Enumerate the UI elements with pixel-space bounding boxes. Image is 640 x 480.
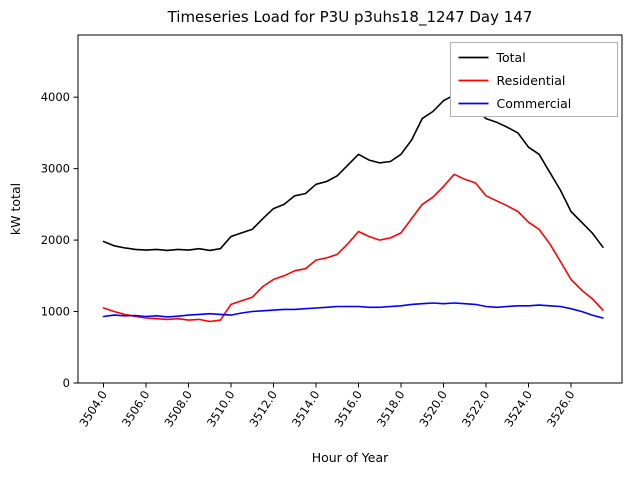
legend-label-commercial: Commercial — [497, 96, 572, 111]
y-tick-label: 0 — [63, 376, 70, 390]
series-line-total — [102, 94, 604, 252]
y-axis: 0 1000 2000 3000 4000 — [41, 90, 78, 390]
y-tick-label: 4000 — [41, 90, 70, 104]
legend: Total Residential Commercial — [450, 42, 618, 117]
chart-title: Timeseries Load for P3U p3uhs18_1247 Day… — [167, 8, 533, 27]
y-axis-label: kW total — [8, 183, 23, 235]
y-tick-label: 1000 — [41, 305, 70, 319]
legend-label-residential: Residential — [497, 73, 566, 88]
series-line-commercial — [102, 302, 604, 319]
x-axis-label: Hour of Year — [312, 450, 389, 465]
series-line-residential — [102, 173, 604, 323]
y-tick-label: 2000 — [41, 233, 70, 247]
y-tick-label: 3000 — [41, 162, 70, 176]
legend-label-total: Total — [496, 50, 526, 65]
